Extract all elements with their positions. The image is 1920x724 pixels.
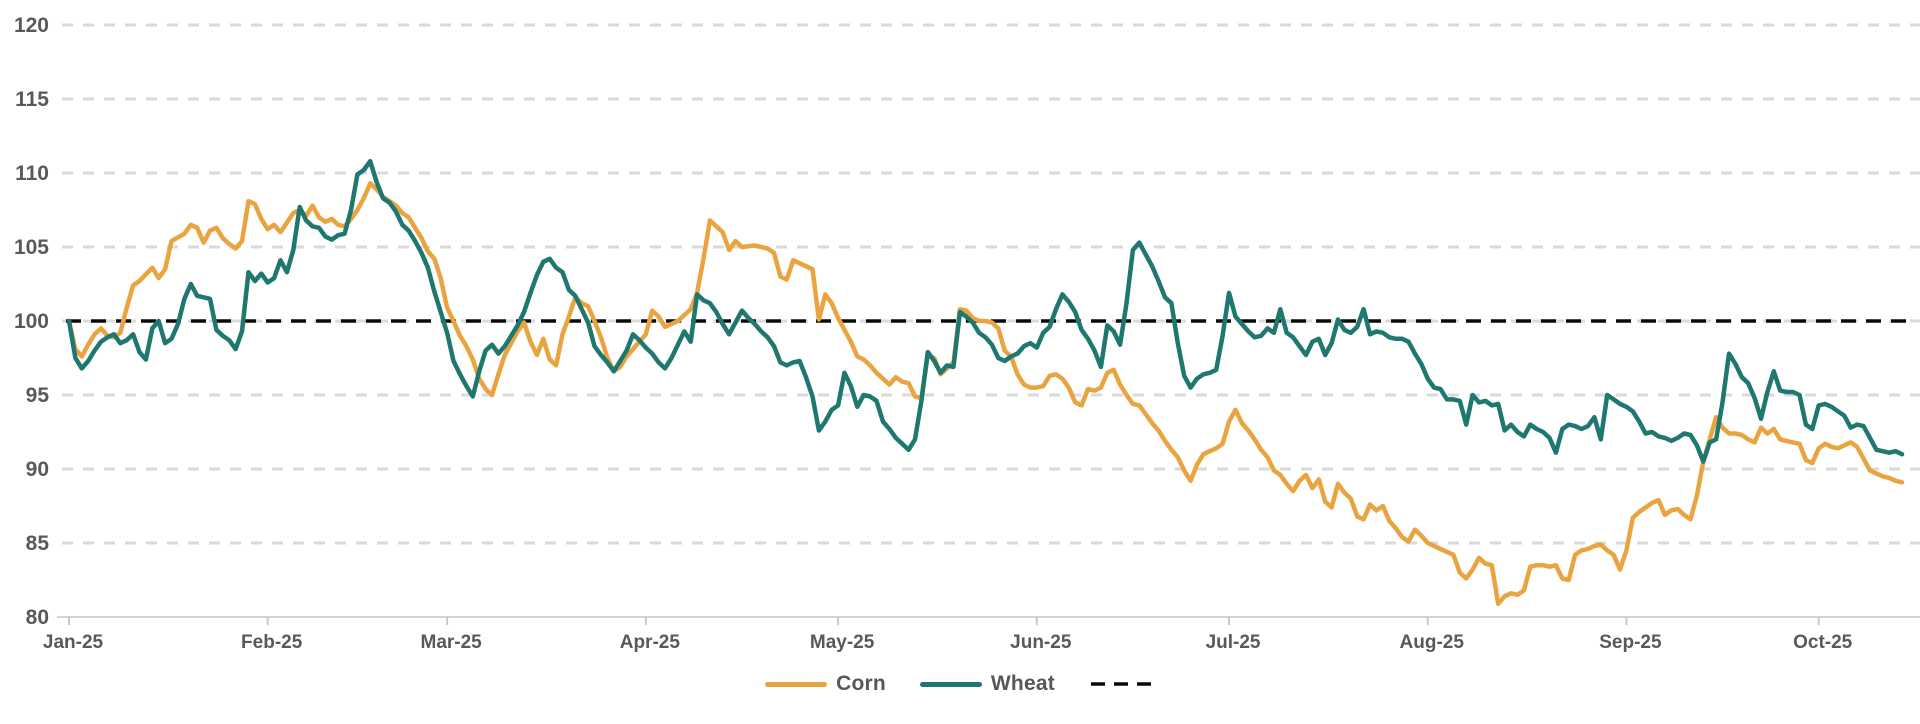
x-axis-label-Apr-25: Apr-25	[620, 632, 681, 653]
y-axis-labels: 80 85 90 95 100 105 110 115 120	[14, 14, 49, 629]
x-axis-labels: Jan-25 Feb-25 Mar-25 Apr-25 May-25 Jun-25 Jul-…	[43, 632, 1853, 653]
legend-item-baseline[interactable]	[1089, 679, 1155, 689]
data-series	[66, 158, 1905, 606]
baseline-dashed-swatch	[1090, 682, 1153, 686]
y-axis-label-90: 90	[26, 458, 49, 481]
wheat-line	[66, 158, 1905, 464]
y-axis-label-110: 110	[15, 162, 49, 185]
x-axis-label-Oct-25: Oct-25	[1793, 632, 1853, 653]
x-axis-label-Feb-25: Feb-25	[241, 632, 303, 653]
y-axis-label-95: 95	[26, 384, 50, 407]
gridlines	[62, 23, 1920, 545]
x-axis-label-Sep-25: Sep-25	[1599, 632, 1662, 653]
y-axis-label-85: 85	[26, 532, 50, 555]
x-axis	[57, 616, 1920, 625]
y-axis-label-105: 105	[14, 236, 49, 259]
y-axis-label-100: 100	[14, 310, 49, 333]
legend-label-corn: Corn	[836, 672, 886, 695]
legend-item-corn[interactable]: Corn	[765, 672, 886, 696]
legend-label-wheat: Wheat	[990, 672, 1055, 695]
corn-line-swatch	[765, 681, 828, 687]
x-axis-label-Jan-25: Jan-25	[43, 632, 104, 653]
x-axis-label-Aug-25: Aug-25	[1400, 632, 1465, 653]
y-axis-label-120: 120	[14, 14, 49, 37]
x-axis-label-Mar-25: Mar-25	[421, 632, 483, 653]
wheat-line-swatch	[919, 681, 982, 687]
chart-legend: Corn Wheat	[0, 672, 1920, 696]
x-axis-label-Jul-25: Jul-25	[1206, 632, 1261, 653]
legend-item-wheat[interactable]: Wheat	[919, 672, 1055, 696]
y-axis-label-80: 80	[26, 606, 49, 629]
x-axis-label-May-25: May-25	[810, 632, 875, 653]
y-axis-label-115: 115	[15, 88, 49, 111]
x-axis-label-Jun-25: Jun-25	[1010, 632, 1072, 653]
